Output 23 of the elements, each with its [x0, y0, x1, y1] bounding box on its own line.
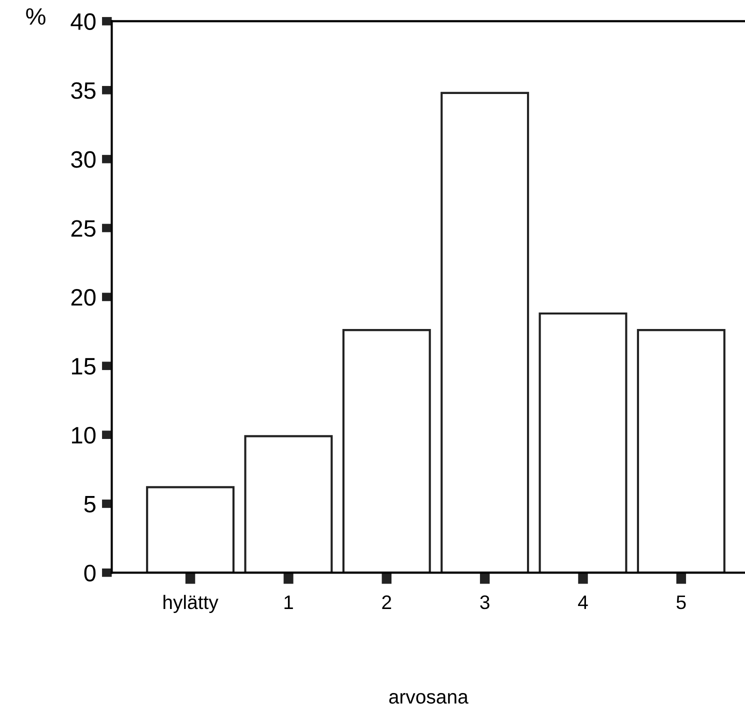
bar	[538, 312, 628, 573]
y-tick-label: 15	[72, 358, 96, 375]
bar	[146, 486, 235, 573]
y-tick-label: 5	[84, 496, 96, 513]
y-tick-label: 30	[71, 151, 96, 168]
bar	[342, 328, 431, 573]
x-axis-title: arvosana	[389, 693, 468, 704]
x-tick-label: 4	[578, 596, 588, 609]
y-tick-label: 35	[71, 82, 96, 99]
bar	[244, 435, 333, 573]
y-axis-title: %	[26, 8, 46, 25]
bar	[636, 328, 726, 573]
y-tick-label: 25	[71, 220, 96, 237]
x-tick-label: 1	[284, 596, 293, 609]
bar	[440, 92, 530, 573]
x-tick-label: 5	[676, 596, 686, 610]
x-tick-label: hylätty	[164, 594, 218, 614]
y-tick-label: 20	[71, 289, 96, 306]
y-tick-label: 0	[84, 564, 96, 582]
x-tick-label: 3	[480, 595, 490, 610]
y-tick-label: 10	[72, 426, 96, 444]
x-tick-label: 2	[382, 595, 392, 609]
y-tick-label: 40	[70, 13, 96, 30]
